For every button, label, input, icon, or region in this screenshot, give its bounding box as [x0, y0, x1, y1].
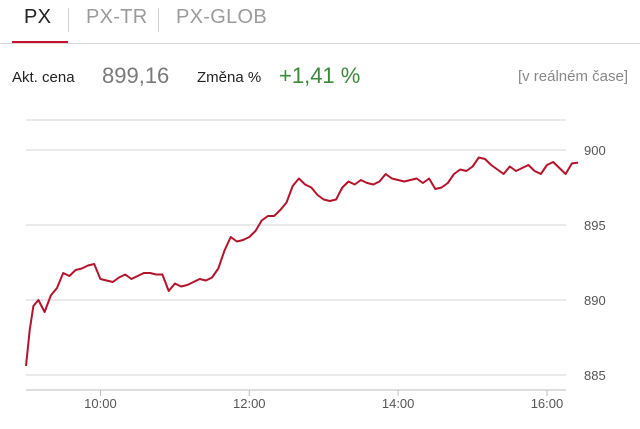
tab-px[interactable]: PX: [24, 6, 52, 28]
price-chart: 885 890 895 900 10:00 12:00 14:00 16:00: [25, 119, 606, 411]
tabs-divider: [0, 43, 640, 44]
index-tabs: PX PX-TR PX-GLOB: [0, 0, 640, 46]
x-tick-label: 10:00: [84, 396, 117, 411]
tab-separator: [158, 8, 159, 32]
change-value: +1,41 %: [279, 63, 361, 88]
y-tick-label: 885: [584, 368, 606, 383]
y-tick-label: 895: [584, 218, 606, 233]
price-value: 899,16: [102, 63, 170, 88]
quote-summary: Akt. cena 899,16 Změna % +1,41 % [v reál…: [0, 60, 640, 92]
tab-separator: [68, 8, 69, 32]
x-tick-label: 14:00: [382, 396, 415, 411]
change-label: Změna %: [197, 69, 262, 86]
tab-px-tr[interactable]: PX-TR: [86, 6, 148, 28]
px-index-line: [25, 156, 579, 367]
active-tab-indicator: [12, 41, 68, 44]
realtime-label: [v reálném čase]: [517, 68, 628, 85]
price-label: Akt. cena: [12, 69, 75, 86]
tab-px-glob[interactable]: PX-GLOB: [176, 6, 268, 28]
y-tick-label: 900: [584, 143, 606, 158]
x-tick-label: 12:00: [233, 396, 266, 411]
x-tick-label: 16:00: [531, 396, 564, 411]
y-tick-label: 890: [584, 293, 606, 308]
